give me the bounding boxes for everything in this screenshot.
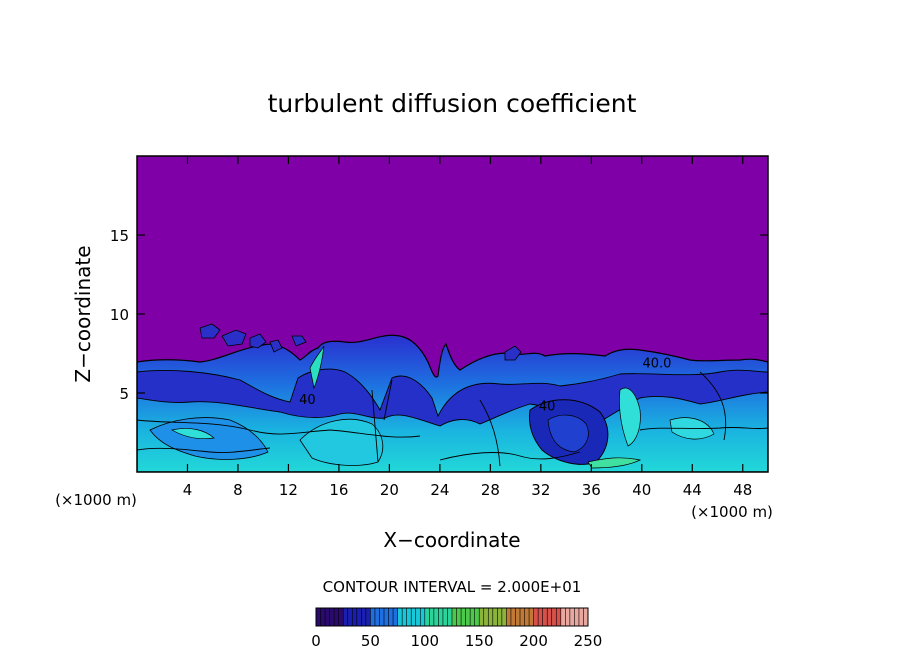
contour-label: 40 bbox=[299, 393, 316, 408]
x-unit-right: (×1000 m) bbox=[691, 503, 773, 521]
cyan-filament-1 bbox=[171, 428, 215, 440]
chart-title: turbulent diffusion coefficient bbox=[268, 89, 637, 118]
contour-label: 40.0 bbox=[642, 357, 671, 372]
y-tick-label: 10 bbox=[110, 306, 129, 324]
y-tick-label: 15 bbox=[110, 227, 129, 245]
colorbar-frame bbox=[315, 607, 589, 627]
x-tick-label: 32 bbox=[531, 481, 550, 499]
eddy-inner-right bbox=[547, 414, 589, 453]
x-tick-label: 44 bbox=[683, 481, 702, 499]
colorbar-tick-label: 50 bbox=[361, 632, 380, 650]
contour-interval-text: CONTOUR INTERVAL = 2.000E+01 bbox=[323, 578, 582, 596]
x-tick-label: 16 bbox=[329, 481, 348, 499]
isolated-patches-upper-left bbox=[199, 323, 307, 353]
x-tick-label: 28 bbox=[481, 481, 500, 499]
green-filament bbox=[587, 457, 642, 469]
cyan-filament-3 bbox=[309, 345, 325, 390]
y-axis-ticks: 5 10 15 bbox=[110, 227, 768, 403]
colorbar: 0 50 100 150 200 250 bbox=[311, 607, 602, 650]
colorbar-tick-label: 100 bbox=[410, 632, 439, 650]
contour-label: 40 bbox=[539, 399, 556, 414]
cyan-filament-2 bbox=[619, 387, 641, 447]
x-tick-label: 4 bbox=[183, 481, 193, 499]
contour-value-labels: 40 40 40.0 bbox=[299, 357, 671, 415]
x-tick-label: 36 bbox=[582, 481, 601, 499]
deep-blue-band bbox=[137, 368, 768, 435]
x-tick-label: 24 bbox=[430, 481, 449, 499]
colorbar-tick-label: 0 bbox=[311, 632, 321, 650]
isolated-patch-right bbox=[504, 345, 522, 361]
colorbar-tick-label: 250 bbox=[574, 632, 603, 650]
x-tick-label: 48 bbox=[733, 481, 752, 499]
x-axis-ticks: 4 8 12 16 20 24 28 32 36 40 44 48 bbox=[183, 156, 752, 499]
colorbar-tick-label: 150 bbox=[465, 632, 494, 650]
x-tick-label: 12 bbox=[279, 481, 298, 499]
contour-lines bbox=[137, 371, 768, 467]
x-tick-label: 20 bbox=[380, 481, 399, 499]
y-tick-label: 5 bbox=[119, 385, 129, 403]
colorbar-segments bbox=[316, 608, 588, 626]
colorbar-tick-label: 200 bbox=[519, 632, 548, 650]
x-tick-label: 40 bbox=[632, 481, 651, 499]
colorbar-tick-labels: 0 50 100 150 200 250 bbox=[311, 632, 602, 650]
x-tick-label: 8 bbox=[233, 481, 243, 499]
y-axis-label: Z−coordinate bbox=[71, 245, 95, 382]
x-unit-left: (×1000 m) bbox=[55, 491, 137, 509]
x-axis-label: X−coordinate bbox=[383, 528, 520, 552]
